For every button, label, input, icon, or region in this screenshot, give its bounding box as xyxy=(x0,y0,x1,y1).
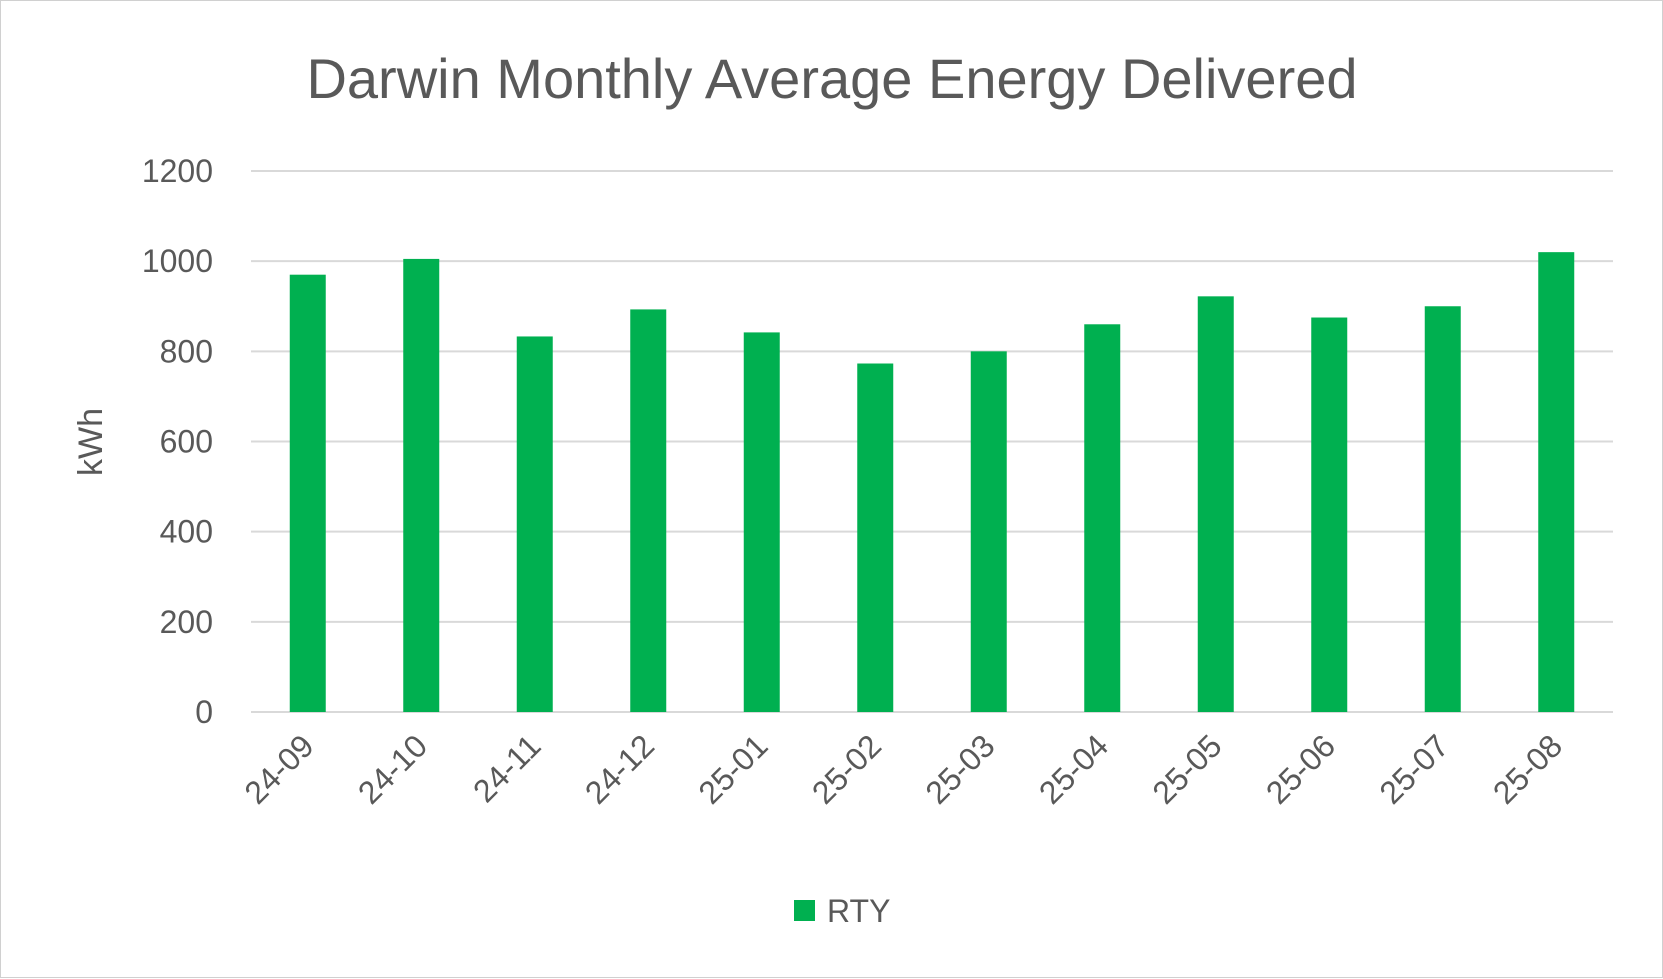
x-tick-label: 24-10 xyxy=(351,727,434,810)
y-tick-label: 600 xyxy=(160,424,213,460)
y-tick-label: 1000 xyxy=(142,243,213,279)
x-tick-label: 25-05 xyxy=(1145,727,1228,810)
x-tick-label: 25-02 xyxy=(805,727,888,810)
y-tick-label: 0 xyxy=(195,694,213,730)
bar-25-07 xyxy=(1424,306,1461,712)
bar-24-10 xyxy=(403,258,440,712)
y-tick-label: 200 xyxy=(160,604,213,640)
x-tick-label: 25-04 xyxy=(1032,727,1115,810)
x-tick-label: 25-01 xyxy=(691,727,774,810)
x-tick-label: 25-07 xyxy=(1372,727,1455,810)
y-axis-ticks: 0 200 400 600 800 1000 1200 xyxy=(142,153,213,730)
bar-series xyxy=(289,252,1575,712)
legend-label: RTY xyxy=(827,893,890,929)
y-tick-label: 400 xyxy=(160,514,213,550)
x-tick-label: 24-11 xyxy=(466,727,548,809)
y-tick-label: 1200 xyxy=(142,153,213,189)
x-tick-label: 25-08 xyxy=(1486,727,1569,810)
legend-swatch xyxy=(794,900,815,921)
bar-25-08 xyxy=(1538,252,1575,712)
y-axis-title: kWh xyxy=(72,408,110,476)
bar-25-05 xyxy=(1197,296,1234,712)
legend: RTY xyxy=(794,893,890,929)
x-axis-ticks: 24-09 24-10 24-11 24-12 25-01 25-02 25-03 25-04… xyxy=(237,727,1569,810)
x-tick-label: 24-12 xyxy=(578,727,661,810)
x-tick-label: 25-06 xyxy=(1259,727,1342,810)
bar-24-11 xyxy=(516,336,553,712)
gridlines xyxy=(251,170,1613,713)
bar-25-02 xyxy=(857,363,894,712)
bar-25-03 xyxy=(970,351,1007,712)
bar-25-06 xyxy=(1311,317,1348,712)
bar-25-04 xyxy=(1084,324,1121,712)
bar-24-12 xyxy=(630,309,667,712)
x-tick-label: 24-09 xyxy=(237,727,320,810)
x-tick-label: 25-03 xyxy=(918,727,1001,810)
bar-25-01 xyxy=(743,332,780,712)
y-tick-label: 800 xyxy=(160,333,213,369)
bar-24-09 xyxy=(289,274,326,712)
chart-title: Darwin Monthly Average Energy Delivered xyxy=(306,47,1357,110)
